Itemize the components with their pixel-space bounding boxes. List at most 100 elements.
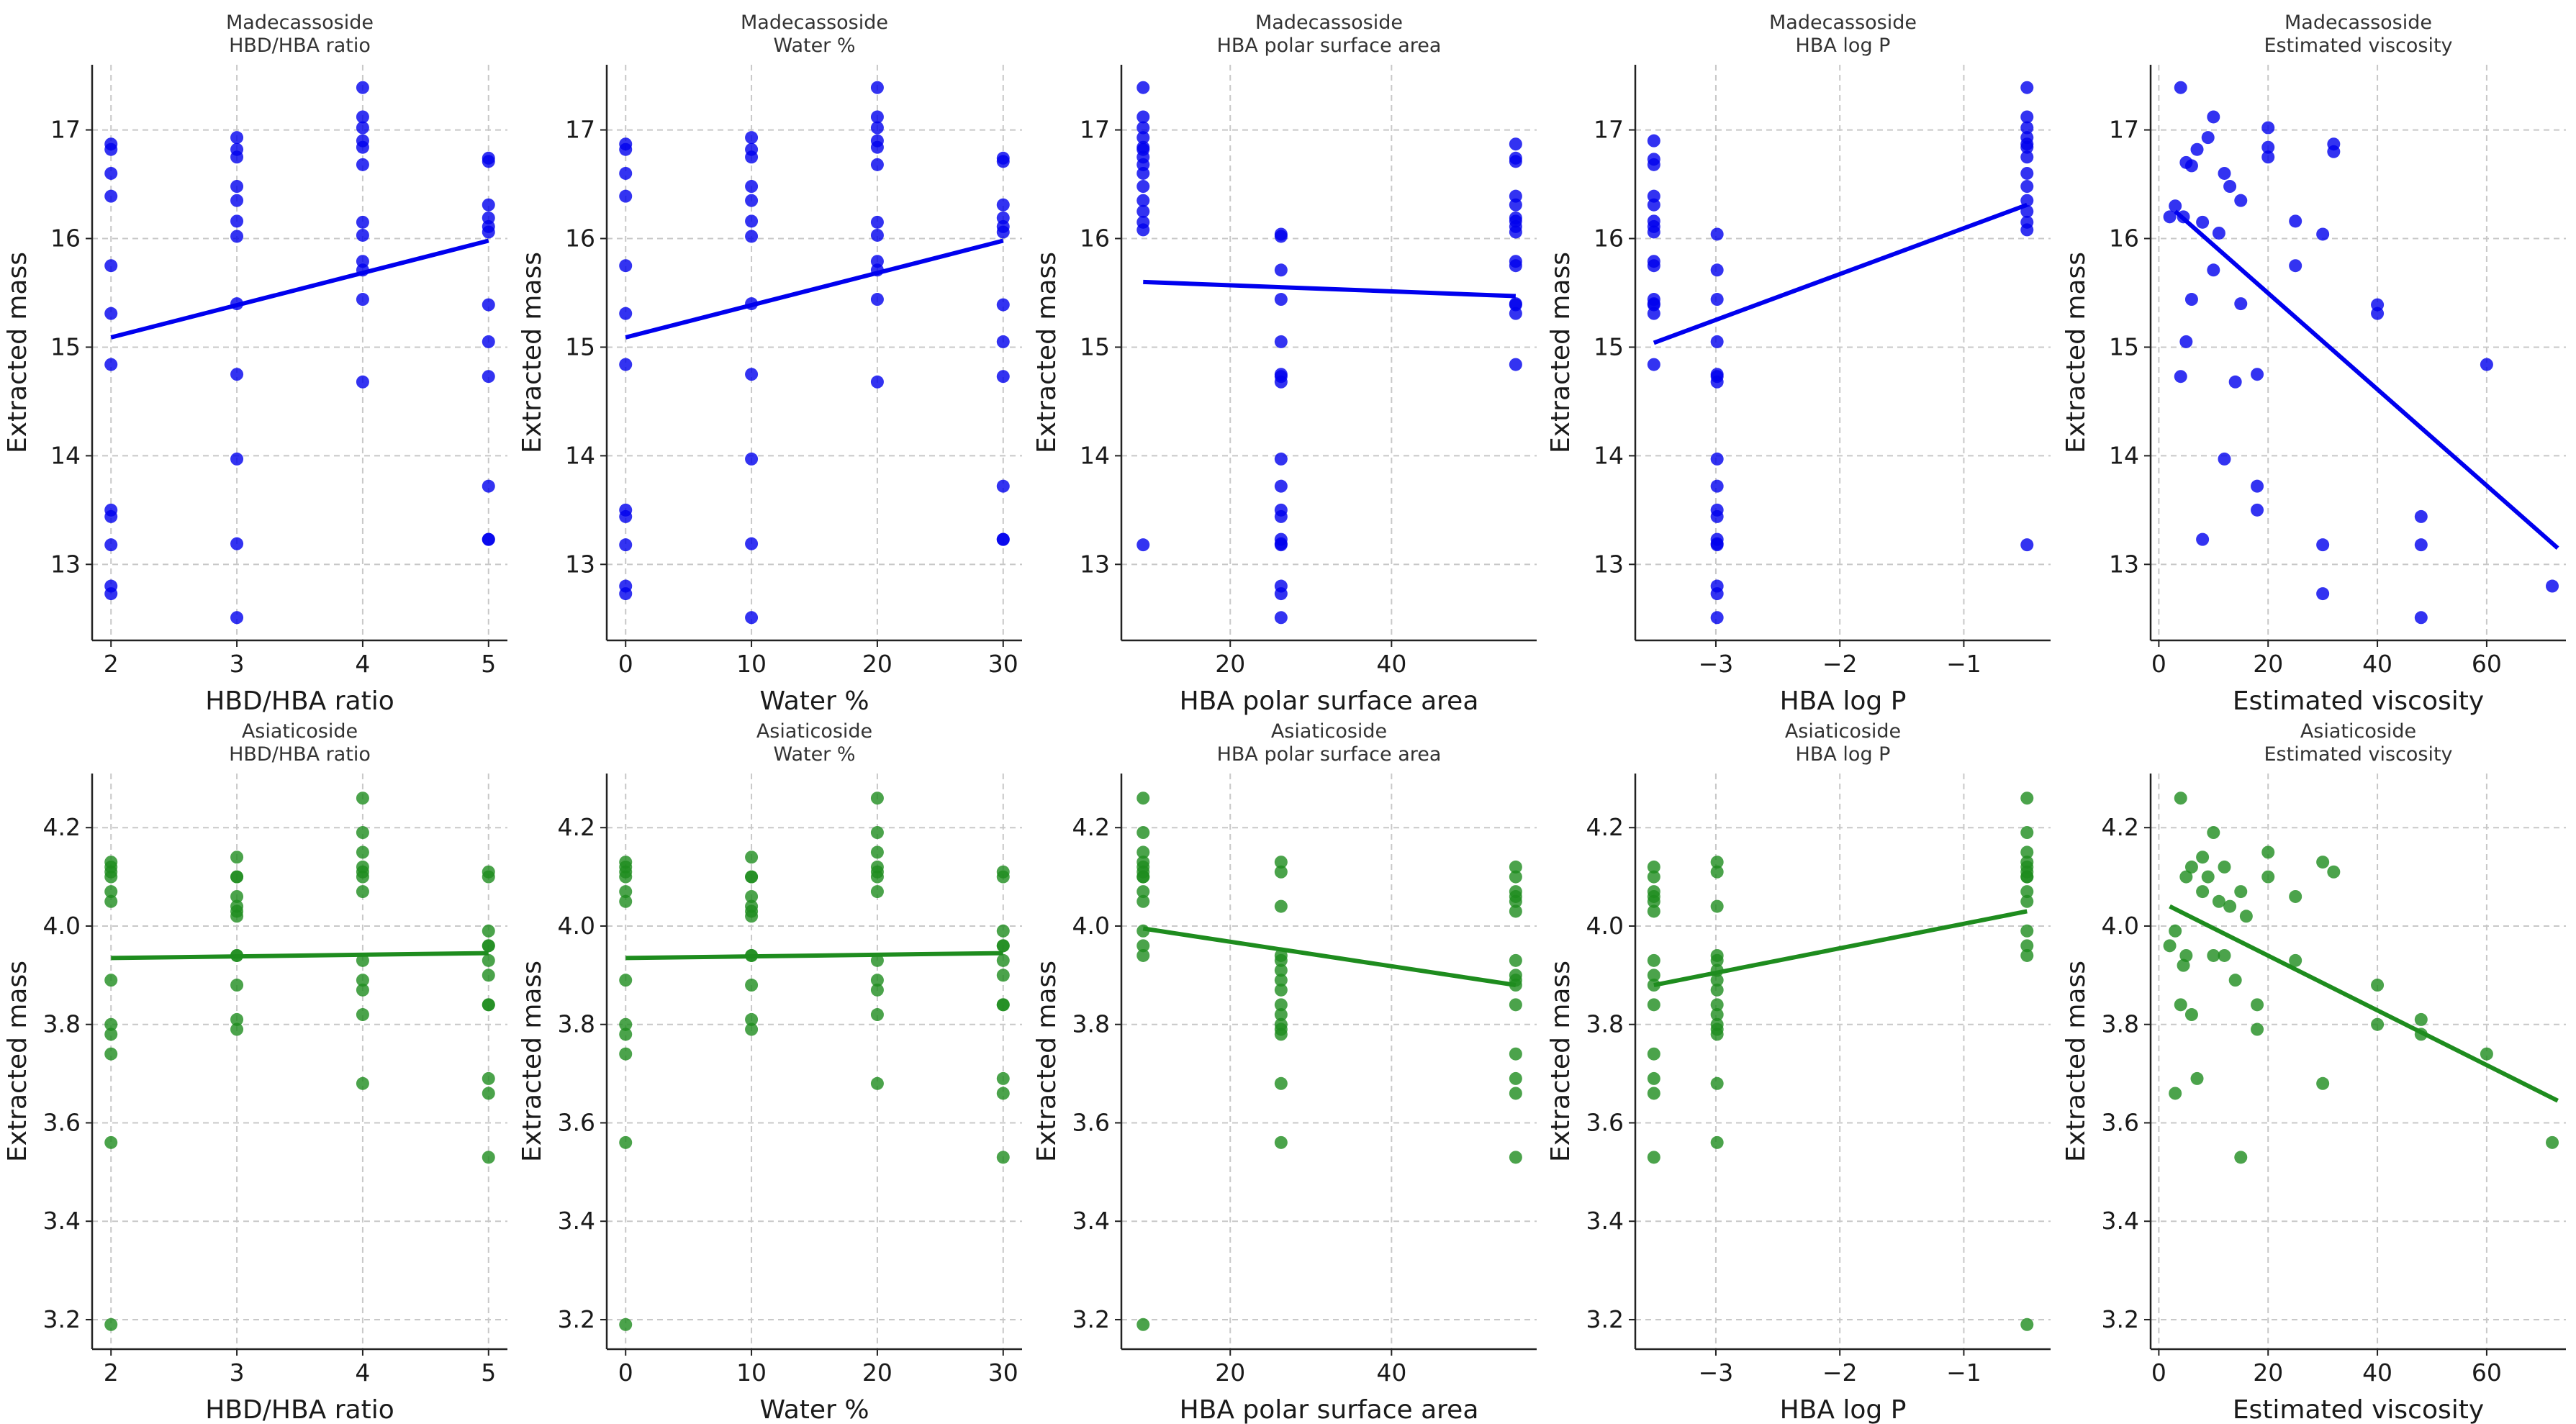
y-tick-label: 13 xyxy=(1080,550,1110,578)
x-axis-label: Water % xyxy=(759,686,869,716)
data-point xyxy=(230,452,244,466)
x-tick-label: 20 xyxy=(862,650,892,678)
data-point xyxy=(482,939,495,953)
data-point xyxy=(2546,1135,2559,1149)
x-axis-label: Estimated viscosity xyxy=(2233,686,2484,716)
data-point xyxy=(996,1071,1010,1085)
data-point xyxy=(870,1008,884,1022)
x-tick-label: 60 xyxy=(2472,650,2502,678)
data-point xyxy=(996,939,1010,953)
data-point xyxy=(1136,845,1150,859)
data-point xyxy=(2212,894,2225,908)
y-axis-label: Extracted mass xyxy=(1032,252,1062,453)
data-point xyxy=(745,230,759,243)
regression-line xyxy=(111,951,489,961)
subplot-subtitle: HBA polar surface area xyxy=(1217,35,1442,57)
subplot-subtitle: HBA polar surface area xyxy=(1217,743,1442,766)
data-point xyxy=(230,611,244,625)
x-tick-label: 4 xyxy=(355,1359,370,1387)
subplot-title: Asiaticoside xyxy=(242,720,358,743)
y-tick-label: 13 xyxy=(2109,550,2139,578)
data-point xyxy=(1509,225,1522,239)
data-point xyxy=(2020,81,2034,94)
data-point xyxy=(870,865,884,879)
data-point xyxy=(870,1076,884,1090)
data-point xyxy=(104,166,118,180)
data-point xyxy=(745,180,759,194)
data-point xyxy=(1710,335,1724,348)
data-point xyxy=(1136,1318,1150,1331)
data-point xyxy=(619,1047,633,1061)
data-point xyxy=(1509,904,1522,918)
data-point xyxy=(2414,611,2428,625)
subplot-subtitle: Water % xyxy=(773,35,855,57)
data-point xyxy=(1509,860,1522,874)
subplot-title: Madecassoside xyxy=(1769,12,1917,34)
data-point xyxy=(2218,948,2231,962)
data-point xyxy=(1509,1047,1522,1061)
data-point xyxy=(482,1151,495,1164)
data-point xyxy=(2261,140,2275,154)
data-point xyxy=(1710,1008,1724,1022)
y-tick-label: 15 xyxy=(2109,332,2139,360)
data-point xyxy=(2228,974,2242,987)
data-point xyxy=(2020,826,2034,840)
data-point xyxy=(482,155,495,168)
data-point xyxy=(1509,870,1522,884)
data-point xyxy=(996,370,1010,384)
data-point xyxy=(1274,452,1288,466)
data-point xyxy=(870,158,884,171)
data-point xyxy=(2020,845,2034,859)
data-point xyxy=(1136,223,1150,237)
data-point xyxy=(619,974,633,987)
data-point xyxy=(1274,963,1288,977)
data-point xyxy=(1274,953,1288,967)
data-point xyxy=(2020,194,2034,207)
data-point xyxy=(230,1012,244,1026)
data-point xyxy=(1136,110,1150,124)
x-tick-label: −1 xyxy=(1946,1359,1981,1387)
data-point xyxy=(1136,538,1150,552)
data-point xyxy=(2169,199,2182,213)
data-point xyxy=(2327,145,2341,158)
data-point xyxy=(2289,214,2302,228)
data-point xyxy=(619,1318,633,1331)
x-tick-label: 10 xyxy=(736,1359,767,1387)
data-point xyxy=(1647,134,1660,148)
y-tick-label: 13 xyxy=(50,550,81,578)
data-point xyxy=(619,885,633,899)
data-point xyxy=(1647,358,1660,371)
data-point xyxy=(2316,538,2330,552)
y-tick-label: 13 xyxy=(1594,550,1624,578)
data-point xyxy=(1710,865,1724,879)
x-tick-label: 2 xyxy=(104,1359,119,1387)
data-point xyxy=(745,368,759,381)
data-point xyxy=(356,845,369,859)
data-point xyxy=(1509,259,1522,273)
data-point xyxy=(996,870,1010,884)
data-point xyxy=(2020,924,2034,938)
data-point xyxy=(2371,1017,2385,1031)
data-point xyxy=(356,974,369,987)
data-point xyxy=(1647,870,1660,884)
data-point xyxy=(870,140,884,154)
data-point xyxy=(745,1022,759,1036)
data-point xyxy=(2316,587,2330,601)
data-point xyxy=(870,826,884,840)
data-point xyxy=(745,979,759,992)
y-axis-label: Extracted mass xyxy=(518,961,547,1162)
data-point xyxy=(356,375,369,389)
data-point xyxy=(356,121,369,135)
data-point xyxy=(2218,166,2231,180)
subplot-subtitle: HBD/HBA ratio xyxy=(229,35,371,57)
data-point xyxy=(619,142,633,156)
data-point xyxy=(619,894,633,908)
data-point xyxy=(619,1017,633,1031)
data-point xyxy=(1647,259,1660,273)
data-point xyxy=(745,910,759,923)
data-point xyxy=(1274,1135,1288,1149)
data-point xyxy=(230,537,244,550)
y-tick-label: 4.2 xyxy=(1072,813,1110,841)
